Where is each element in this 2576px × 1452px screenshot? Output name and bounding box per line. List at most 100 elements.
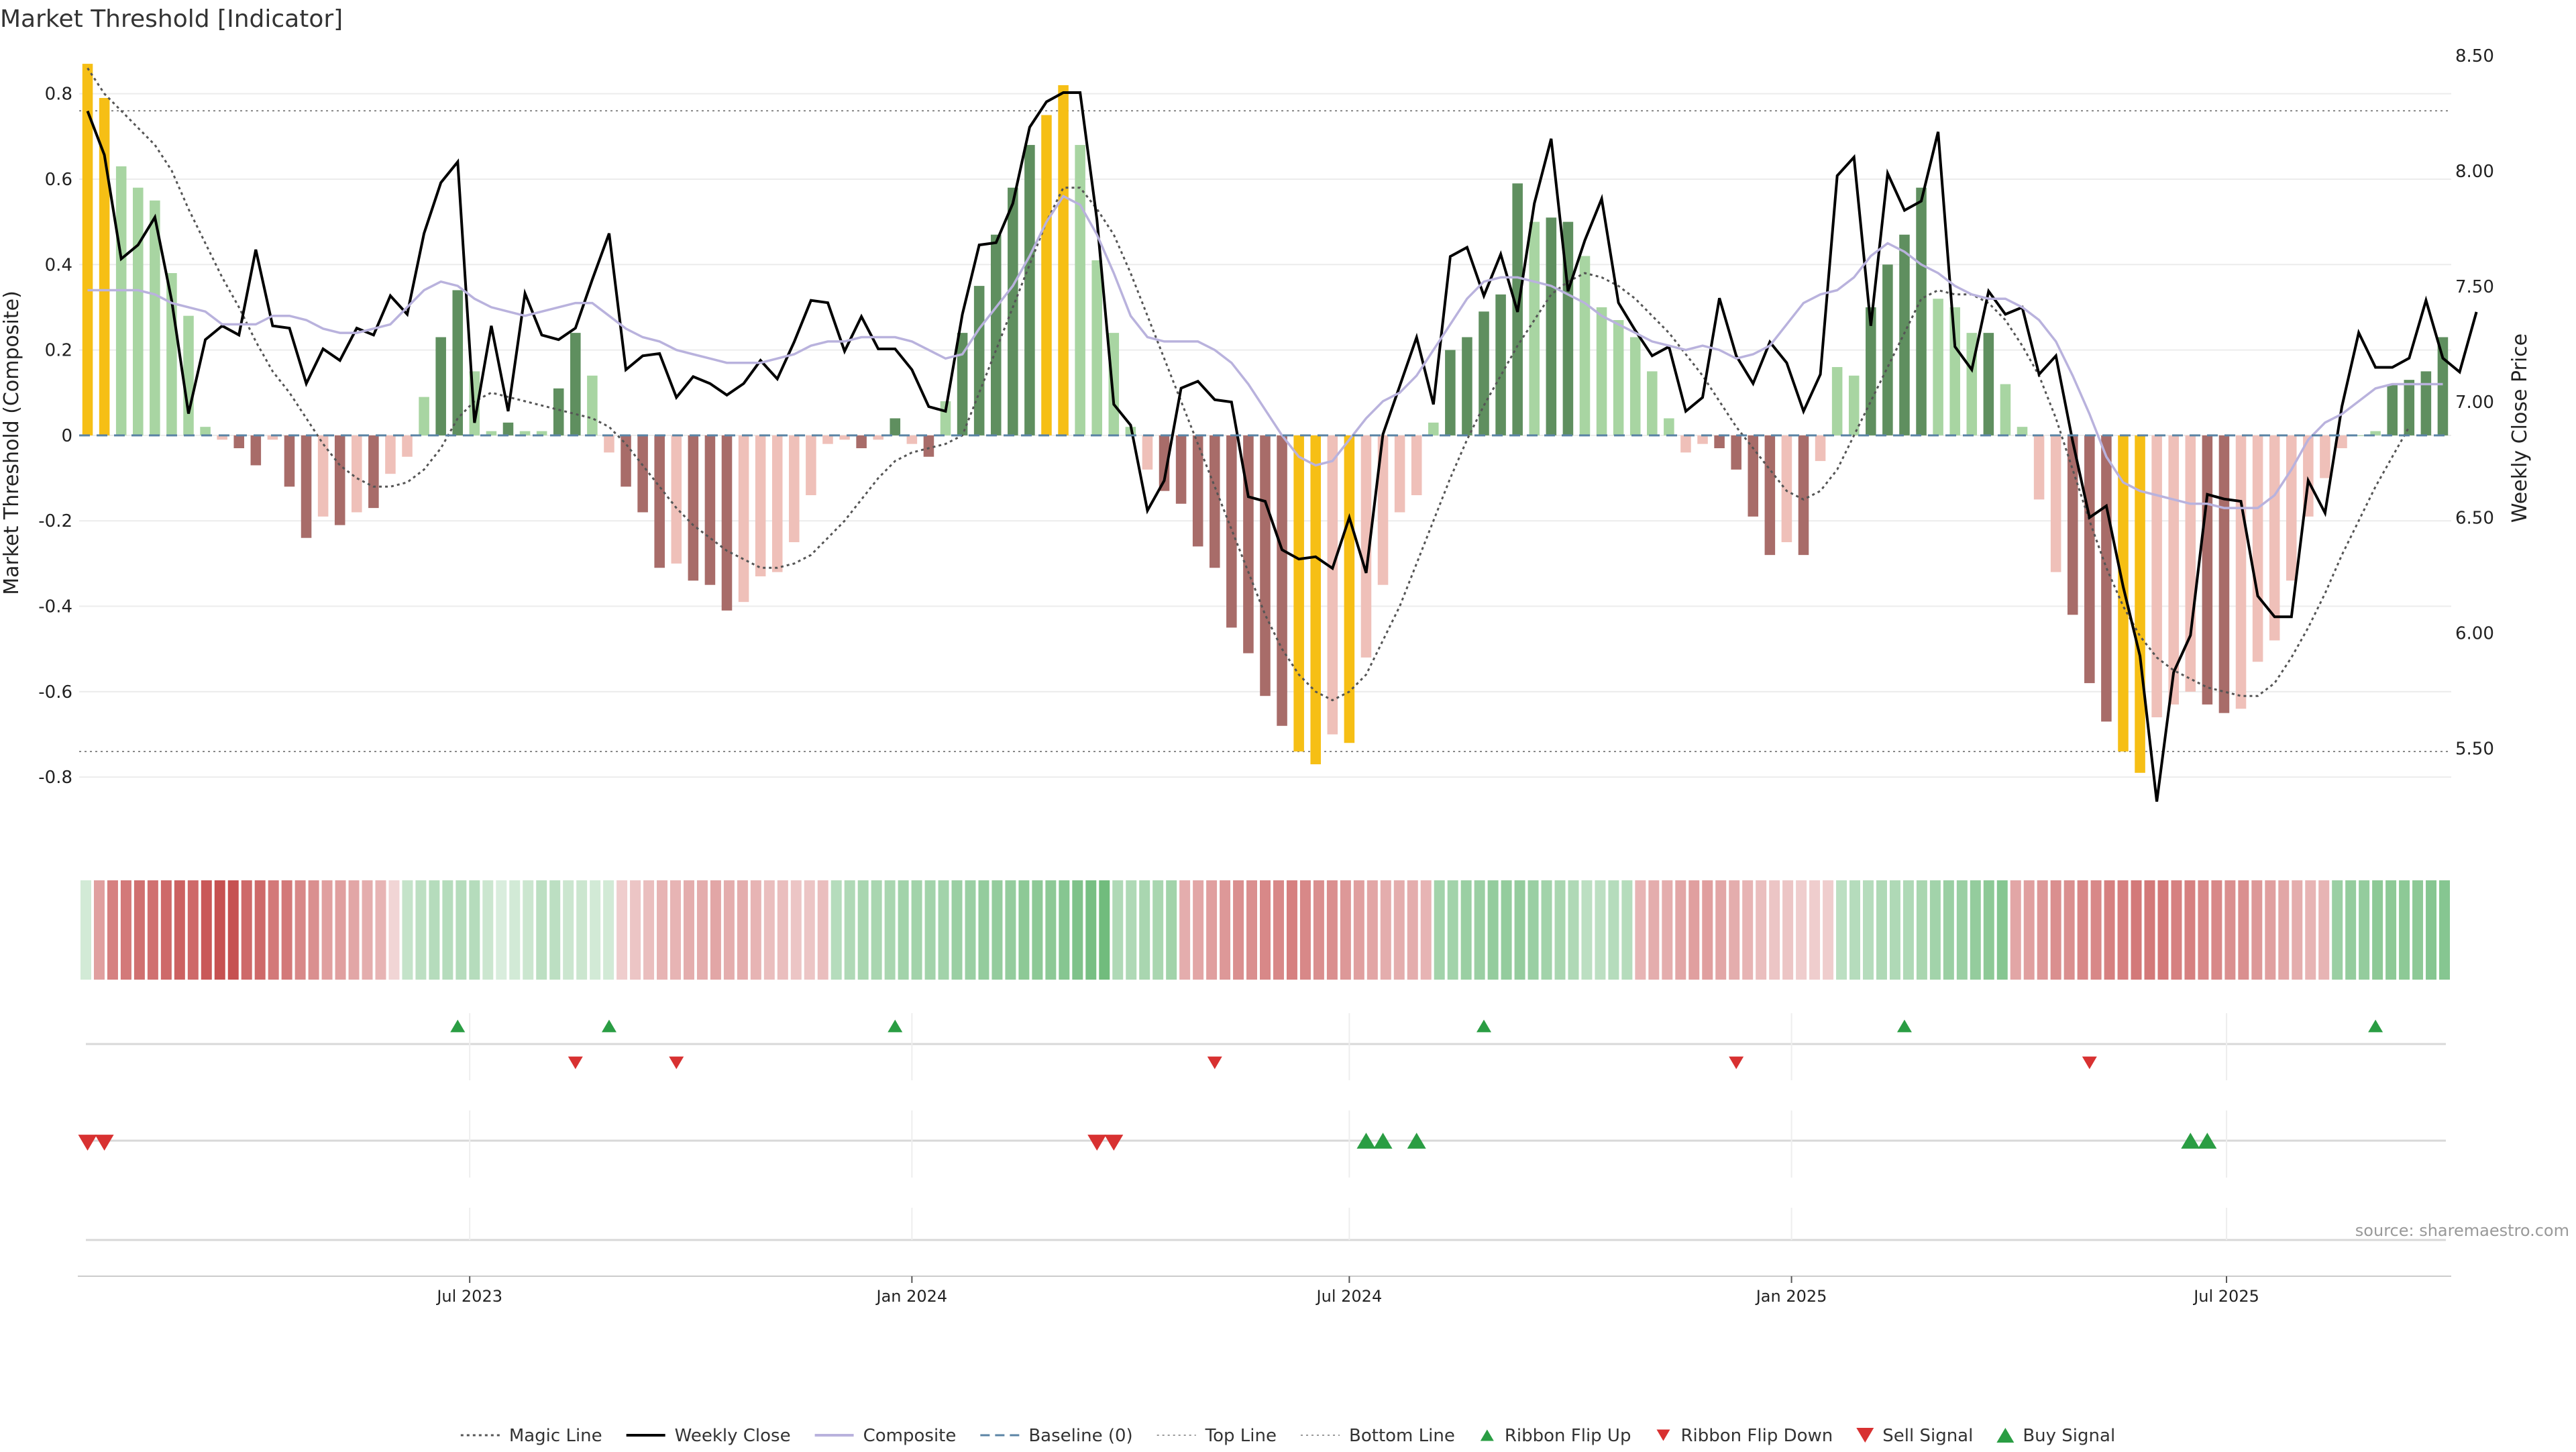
legend: Magic Line Weekly Close Composite Baseline …: [460, 1426, 2115, 1446]
ribbon-cell: [147, 880, 158, 980]
source-label: source: sharemaestro.com: [2355, 1221, 2569, 1240]
composite-bar: [906, 435, 918, 444]
ribbon-cell: [2171, 880, 2182, 980]
ribbon-cell: [563, 880, 574, 980]
ribbon-cell: [1608, 880, 1619, 980]
composite-bar: [200, 427, 211, 435]
composite-bar: [2151, 435, 2162, 718]
x-tick-label: Jul 2025: [2192, 1287, 2259, 1306]
ribbon-cell: [2318, 880, 2330, 980]
composite-bar: [536, 431, 547, 435]
composite-bar: [738, 435, 749, 603]
ribbon-cell: [1407, 880, 1418, 980]
composite-bar: [419, 397, 429, 435]
x-tick-label: Jul 2024: [1316, 1287, 1383, 1306]
ribbon-cell: [1983, 880, 1994, 980]
ribbon-cell: [830, 880, 842, 980]
ribbon-flip-down-marker: [568, 1056, 583, 1070]
composite-bar: [1731, 435, 1741, 470]
y-left-tick-label: -0.2: [38, 511, 72, 531]
ribbon-cell: [1353, 880, 1364, 980]
ribbon-cell: [951, 880, 963, 980]
ribbon-cell: [2224, 880, 2236, 980]
ribbon-cell: [1326, 880, 1338, 980]
ribbon-cell: [1286, 880, 1297, 980]
composite-bar: [2118, 435, 2129, 751]
legend-item: Ribbon Flip Down: [1656, 1426, 1833, 1446]
composite-bar: [1647, 371, 1658, 435]
ribbon-cell: [1742, 880, 1754, 980]
composite-bar: [2252, 435, 2263, 662]
ribbon-cell: [790, 880, 802, 980]
legend-label: Ribbon Flip Down: [1680, 1426, 1833, 1446]
ribbon-cell: [1380, 880, 1391, 980]
ribbon-cell: [201, 880, 212, 980]
composite-bar: [1428, 422, 1439, 435]
ribbon-cell: [2104, 880, 2115, 980]
composite-bar: [2337, 435, 2347, 448]
ribbon-cell: [1447, 880, 1458, 980]
composite-bar: [1664, 418, 1674, 435]
ribbon-cell: [2077, 880, 2088, 980]
legend-swatch: [1656, 1429, 1670, 1441]
ribbon-flip-up-marker: [1477, 1019, 1492, 1033]
ribbon-cell: [1206, 880, 1218, 980]
composite-bar: [1933, 299, 1943, 435]
ribbon-cell: [429, 880, 440, 980]
composite-bar: [1024, 145, 1035, 435]
legend-label: Top Line: [1205, 1426, 1277, 1446]
ribbon-cell: [2412, 880, 2424, 980]
y-left-tick-label: -0.4: [38, 597, 72, 617]
composite-bar: [2202, 435, 2213, 705]
ribbon-cell: [2157, 880, 2169, 980]
composite-bar: [1360, 435, 1372, 658]
y-right-axis-label: Weekly Close Price: [2508, 333, 2532, 523]
composite-bar: [2235, 435, 2247, 709]
ribbon-cell: [737, 880, 748, 980]
ribbon-cell: [804, 880, 815, 980]
ribbon-cell: [1621, 880, 1633, 980]
ribbon-cell: [523, 880, 534, 980]
ribbon-cell: [80, 880, 91, 980]
composite-bar: [1344, 435, 1355, 743]
ribbon-cell: [1956, 880, 1968, 980]
x-tick-label: Jan 2024: [875, 1287, 948, 1306]
composite-bar: [1815, 435, 1826, 462]
buy-signal-marker: [1373, 1133, 1393, 1149]
composite-bar: [1748, 435, 1759, 517]
composite-bar: [604, 435, 614, 453]
ribbon-cell: [1005, 880, 1016, 980]
ribbon-cell: [2385, 880, 2397, 980]
ribbon-cell: [723, 880, 735, 980]
sell-signal-marker: [95, 1135, 114, 1151]
ribbon-cell: [2238, 880, 2249, 980]
ribbon-cell: [107, 880, 118, 980]
ribbon-cell: [1769, 880, 1780, 980]
magic-line: [87, 67, 2410, 702]
composite-bar: [2000, 384, 2011, 435]
ribbon-cell: [93, 880, 105, 980]
ribbon-cell: [281, 880, 292, 980]
ribbon-cell: [227, 880, 239, 980]
composite-bar: [519, 431, 531, 435]
ribbon-cell: [509, 880, 521, 980]
composite-bar: [301, 435, 312, 538]
y-left-tick-label: 0: [61, 426, 72, 446]
ribbon-cell: [2332, 880, 2343, 980]
ribbon-cell: [2305, 880, 2316, 980]
composite-bar: [1075, 145, 1085, 435]
ribbon-cell: [938, 880, 949, 980]
composite-bar: [1714, 435, 1725, 448]
composite-bar: [435, 337, 446, 435]
ribbon-cell: [160, 880, 172, 980]
legend-item: Composite: [814, 1426, 956, 1446]
ribbon-cell: [2050, 880, 2061, 980]
y-right-tick-label: 6.00: [2455, 623, 2494, 643]
composite-bar: [486, 431, 497, 435]
ribbon-cell: [536, 880, 547, 980]
y-left-tick-label: 0.8: [45, 85, 72, 105]
composite-bar: [2050, 435, 2061, 572]
composite-bar: [82, 64, 93, 435]
composite-bar: [1209, 435, 1220, 568]
